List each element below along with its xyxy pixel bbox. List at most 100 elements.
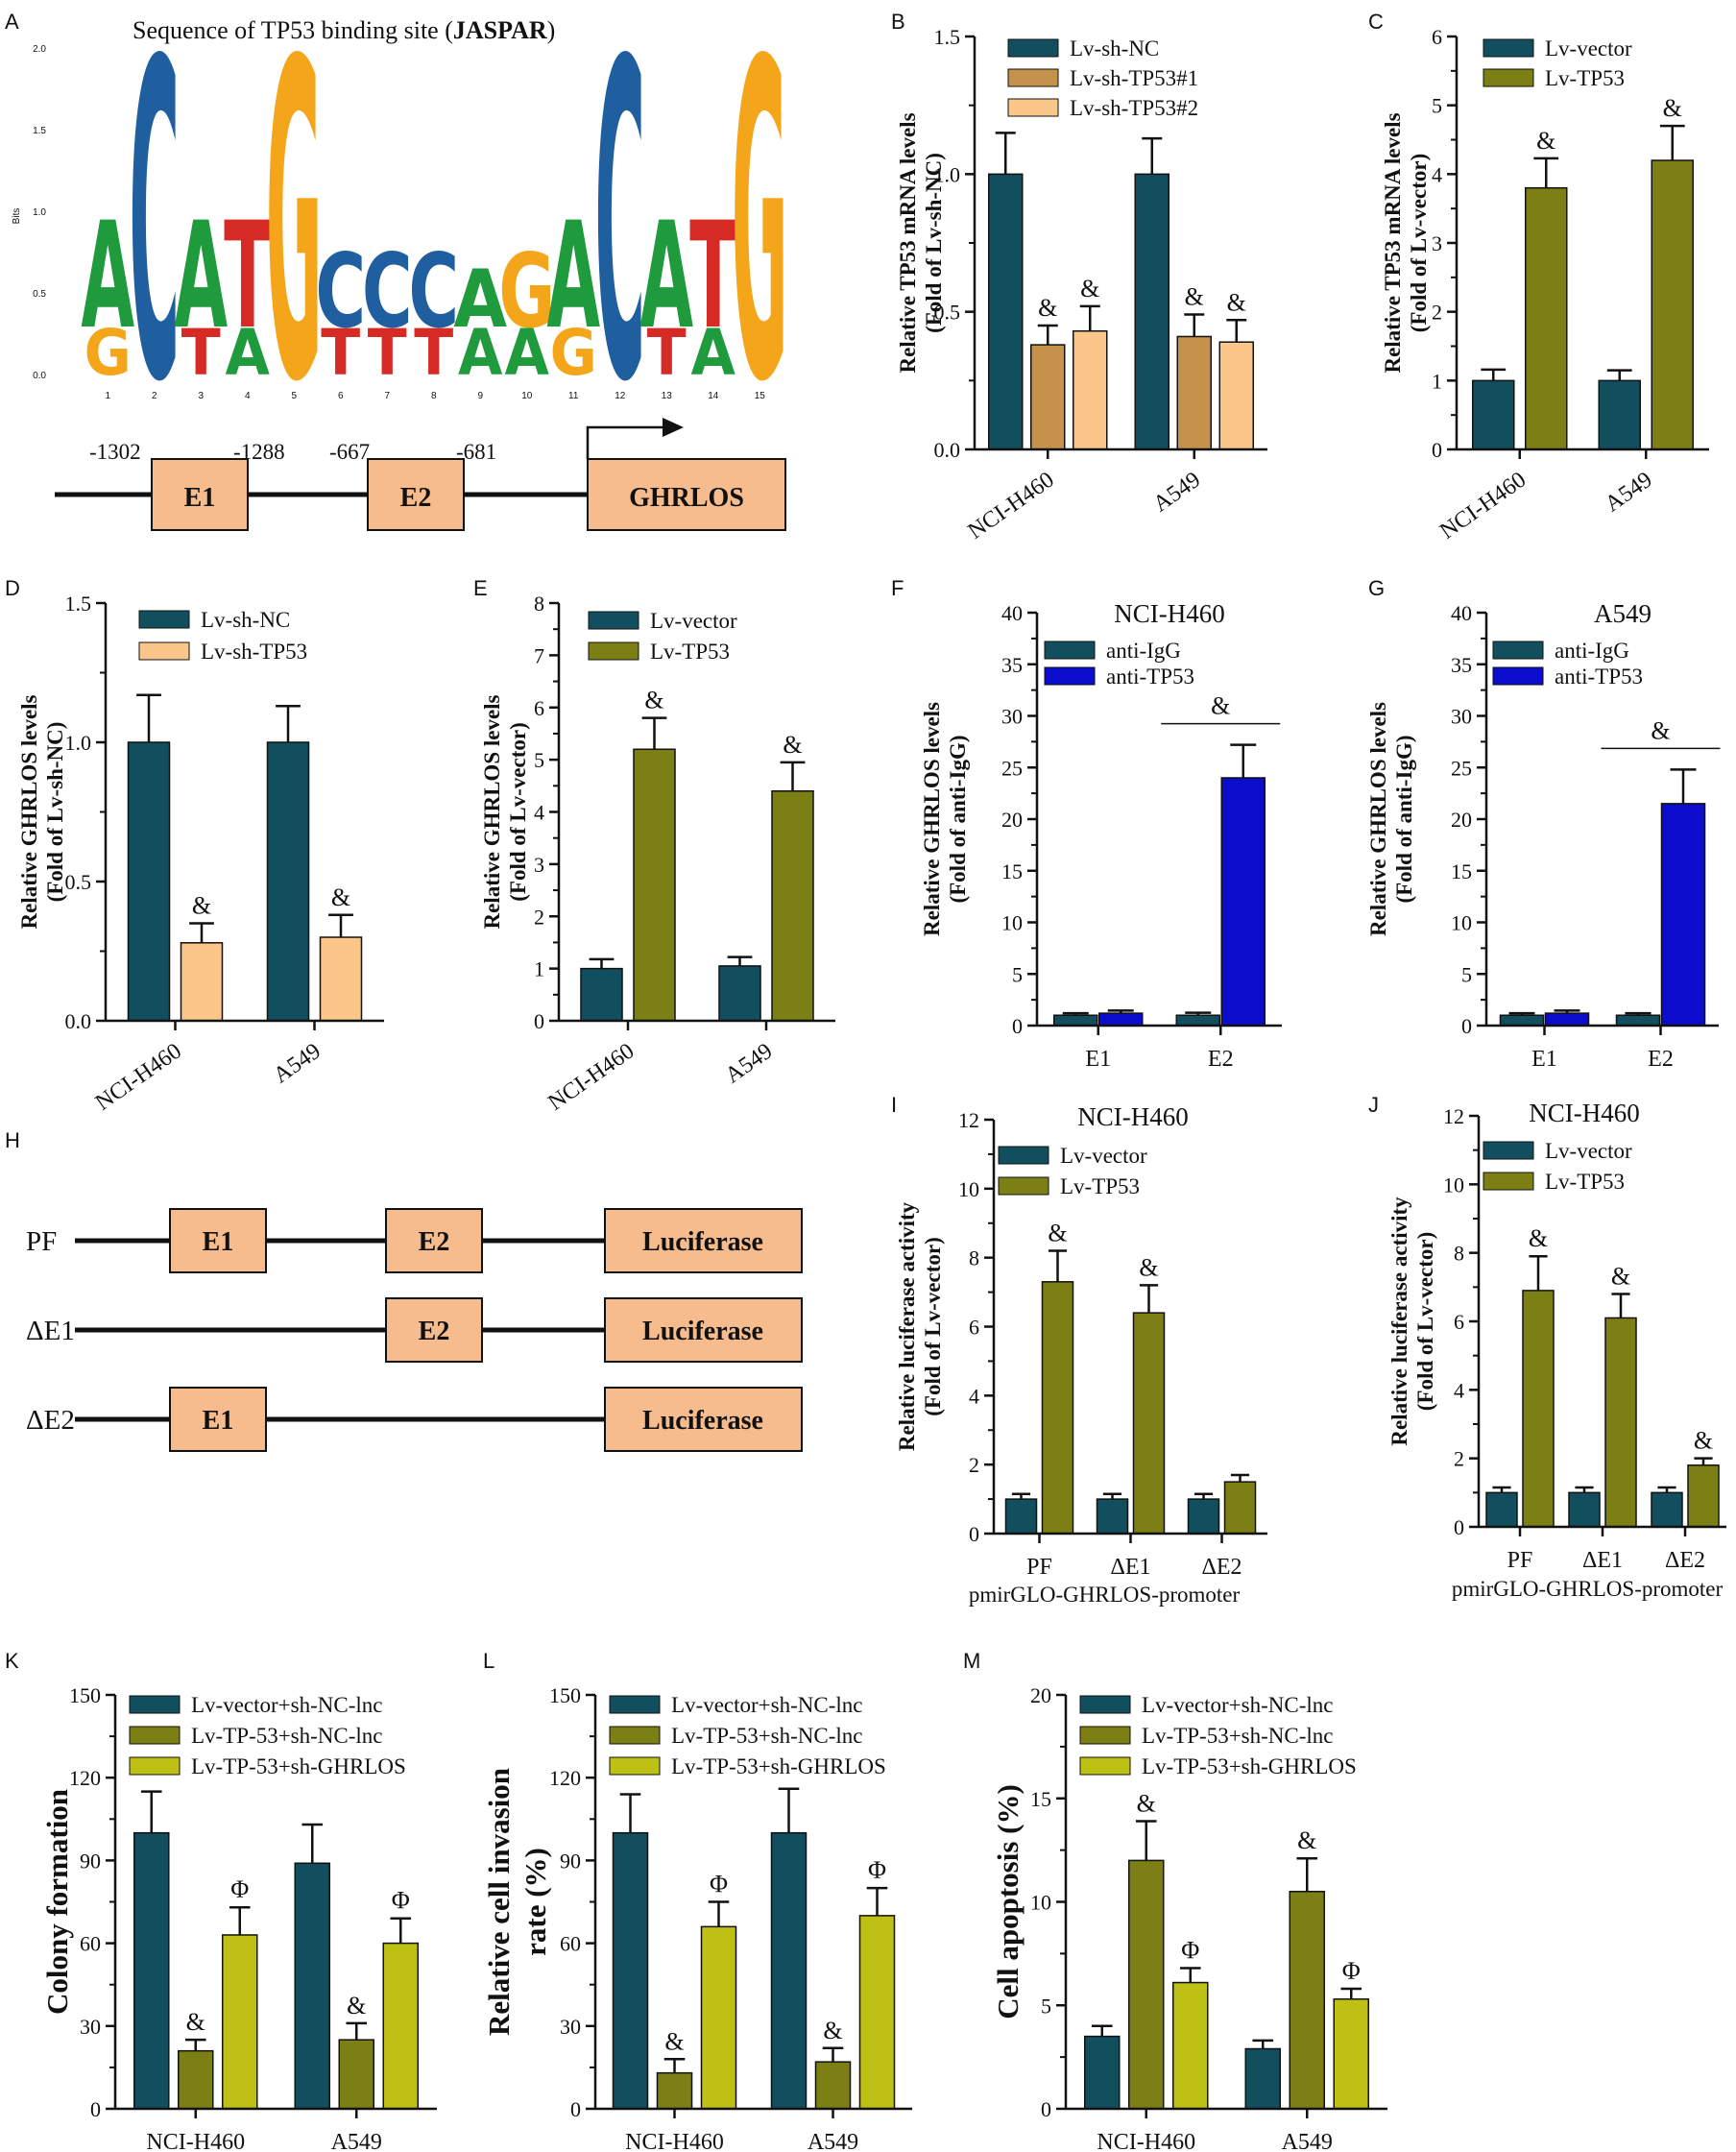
gene-label: GHRLOS [629,483,744,513]
panel-letter: M [963,1649,980,1673]
y-tick-label: 4 [1432,162,1442,186]
y-tick-label: 2 [1454,1447,1464,1471]
significance-mark: & [1611,1262,1630,1290]
y-tick-label: 1 [534,957,544,981]
bar [1098,1012,1144,1027]
significance-mark: & [1651,716,1670,744]
logo-position: 13 [662,391,673,401]
y-tick-label: 150 [69,1683,101,1707]
luciferase-label: Luciferase [642,1227,763,1257]
legend-swatch [609,1726,661,1745]
y-tick-label: 20 [1001,808,1023,832]
x-tick-label: A549 [1149,468,1206,518]
bar [1651,1491,1683,1528]
legend-swatch [1007,68,1059,87]
y-tick-label: 4 [969,1384,979,1408]
panel-letter: F [891,576,904,600]
x-tick-label: E1 [1085,1047,1111,1072]
x-tick-label: PF [1507,1548,1533,1573]
legend-swatch [1007,98,1059,117]
y-axis-label: Relative TP53 mRNA levels [896,112,920,373]
y-axis-label-sub: (Fold of anti-IgG) [946,735,970,903]
x-tick-label: NCI-H460 [625,2130,724,2152]
significance-mark: & [664,2027,684,2055]
e2-box [385,1297,483,1363]
panel-letter: C [1368,10,1384,34]
x-tick-label: NCI-H460 [91,1039,186,1116]
logo-y-tick: 1.0 [33,207,46,218]
e1-start-position: -1302 [89,440,141,464]
luciferase-label: Luciferase [642,1317,763,1346]
y-tick-label: 20 [1030,1683,1051,1707]
y-tick-label: 30 [80,2015,101,2039]
bar [319,936,363,1022]
significance-mark: & [1038,294,1057,322]
y-tick-label: 6 [534,696,544,720]
e2-end-position: -681 [456,440,496,464]
y-tick-label: 15 [1001,859,1023,883]
logo-letter-secondary: A [458,316,503,389]
logo-letter: G [498,233,555,351]
y-tick-label: 90 [80,1849,101,1873]
legend-label: Lv-TP-53+sh-NC-lnc [1142,1724,1334,1748]
logo-position: 8 [431,391,437,401]
logo-y-tick: 0.5 [33,289,46,300]
bar [1568,1491,1601,1528]
y-tick-label: 15 [1030,1787,1051,1811]
y-tick-label: 6 [1454,1310,1464,1334]
x-tick-label: NCI-H460 [543,1039,639,1116]
legend-swatch [129,1726,181,1745]
legend-swatch [609,1695,661,1714]
y-tick-label: 0 [1432,438,1442,462]
y-tick-label: 30 [1001,705,1023,729]
bar [1525,186,1568,450]
legend-swatch [1007,38,1059,58]
legend-swatch [998,1146,1049,1165]
y-axis-label: Relative TP53 mRNA levels [1381,112,1405,373]
panel-letter: H [5,1128,20,1152]
y-tick-label: 0.0 [934,438,961,462]
y-tick-label: 1 [1432,369,1442,393]
bar [1172,1981,1209,2110]
legend-label: Lv-vector [1545,36,1632,60]
legend-swatch [1079,1695,1131,1714]
bar [1615,1014,1661,1027]
significance-mark: & [1663,94,1682,122]
y-axis-label-sub: (Fold of Lv-vector) [921,1237,945,1416]
x-tick-label: NCI-H460 [964,468,1059,544]
significance-mark: Φ [1181,1936,1199,1964]
bar [1522,1290,1555,1528]
y-tick-label: 2 [969,1453,979,1477]
y-tick-label: 0.0 [65,1009,92,1033]
legend-label: Lv-sh-TP53 [201,640,307,664]
logo-position: 7 [384,391,390,401]
logo-position: 6 [338,391,344,401]
logo-y-tick: 0.0 [33,371,46,381]
logo-letter-secondary: A [505,316,550,389]
logo-letter-secondary: A [226,316,271,389]
x-axis-label: pmirGLO-GHRLOS-promoter [1452,1577,1724,1601]
luciferase-box [604,1297,803,1363]
e1-label: E1 [203,1227,234,1257]
logo-position: 12 [615,391,626,401]
bar [338,2039,374,2110]
legend-label: anti-TP53 [1555,665,1643,689]
logo-letter: T [689,191,736,362]
y-axis-label: Relative luciferase activity [895,1201,919,1451]
y-axis-label: Relative GHRLOS levels [17,694,41,929]
y-axis-label: Cell apoptosis (%) [991,1784,1025,2019]
e1-label: E1 [184,483,216,513]
e2-box [367,458,465,531]
panel-h: H PF E1 E2 Luciferase ΔE1 E2 Luciferase ΔE2 E1 Luc… [5,1128,803,1452]
bar [1544,1012,1590,1027]
title-bold: JASPAR [453,16,547,44]
e1-end-position: -1288 [233,440,285,464]
legend-swatch [1044,641,1096,660]
bar [1187,1498,1220,1535]
legend-label: Lv-sh-TP53#2 [1070,96,1198,120]
legend-swatch [588,611,639,630]
y-axis-label-sub: (Fold of anti-IgG) [1392,735,1416,903]
y-tick-label: 40 [1001,601,1023,625]
logo-position: 1 [105,391,110,401]
